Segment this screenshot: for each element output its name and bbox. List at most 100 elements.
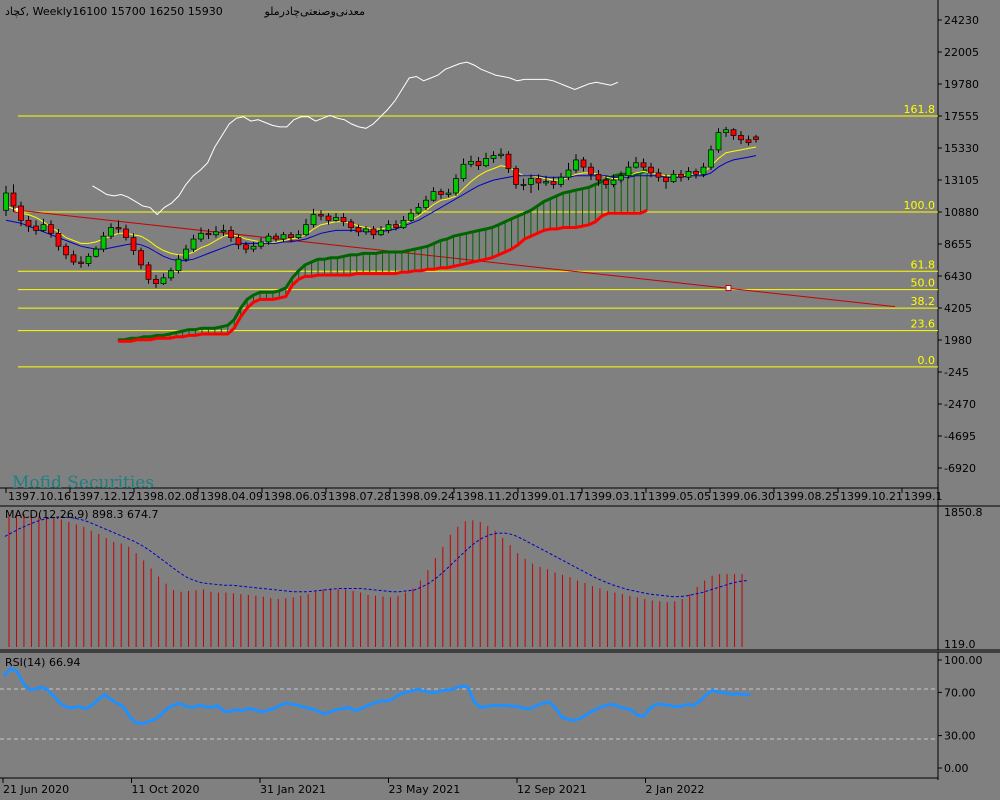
time-tick-label: 1399.01.17	[520, 490, 583, 503]
candle-body	[625, 166, 632, 177]
candle-body	[633, 162, 639, 168]
brand-watermark: Mofid Securities	[12, 473, 154, 493]
candle-body	[370, 228, 377, 236]
candle-body	[340, 217, 347, 223]
candle-body	[543, 181, 549, 184]
chikou-span	[92, 61, 619, 216]
candle-body	[310, 214, 317, 226]
header-timeframe: Weekly	[33, 5, 73, 18]
rsi-tick-label: 30.00	[944, 730, 976, 743]
candle-body	[168, 270, 174, 279]
candle-body	[205, 232, 212, 236]
candle-body	[138, 250, 144, 266]
macd-signal-line	[4, 516, 748, 598]
candle-body	[318, 214, 324, 217]
time-tick-label: 1398.09.24	[392, 490, 455, 503]
fibonacci-levels: 161.8 100.0 61.8 50.0 38.2 23.6 0.0	[18, 103, 938, 368]
header-name-fa: معدنی‌وصنعتی‌چادرملو	[263, 5, 365, 18]
candle-body	[280, 234, 287, 240]
candle-body	[295, 234, 302, 238]
fibo-level-label: 50.0	[911, 277, 936, 290]
trend-line-stroke	[17, 209, 896, 308]
senkou-span-a	[118, 168, 648, 342]
candle-body	[700, 166, 707, 175]
candle-body	[85, 255, 92, 264]
candle-body	[738, 135, 744, 141]
price-tick-label: -6920	[944, 462, 976, 475]
candle-body	[363, 228, 369, 233]
price-tick-label: 13105	[944, 174, 979, 187]
fibo-level-label: 38.2	[911, 295, 936, 308]
price-tick-label: 10880	[944, 206, 979, 219]
rsi-label: RSI(14) 66.94	[5, 656, 80, 669]
price-panel[interactable]: 161.8 100.0 61.8 50.0 38.2 23.6 0.0 24230 22005…	[0, 0, 979, 506]
time-tick-label: 1399.05.05	[648, 490, 711, 503]
candle-body	[220, 230, 227, 233]
fibo-level-label: 23.6	[911, 318, 936, 331]
candle-body	[70, 254, 77, 263]
rsi-tick-label: 70.00	[944, 686, 976, 699]
price-tick-label: -4695	[944, 430, 976, 443]
candle-body	[355, 227, 362, 233]
candle-body	[10, 192, 17, 207]
time-tick-label: 1397.12.12	[72, 490, 135, 503]
candle-body	[565, 169, 572, 178]
trend-anchor-mid	[725, 285, 732, 292]
date-tick-label: 23 May 2021	[389, 783, 461, 796]
macd-panel[interactable]: MACD(12,26,9) 898.3 674.7 1850.8 119.0	[0, 505, 1000, 651]
candles	[3, 126, 759, 288]
candle-body	[198, 232, 204, 240]
candle-body	[573, 159, 579, 171]
fibo-level-label: 61.8	[911, 258, 936, 271]
candle-body	[550, 181, 557, 185]
candle-body	[385, 224, 392, 231]
fibo-level-label: 161.8	[904, 103, 936, 116]
time-tick-label: 1398.07.28	[328, 490, 391, 503]
time-tick-label: 1398.02.08	[136, 490, 199, 503]
candle-body	[438, 191, 444, 195]
candle-body	[55, 232, 62, 247]
senkou-span-b	[118, 208, 648, 343]
rsi-line	[2, 666, 751, 726]
candle-body	[753, 136, 759, 140]
candle-body	[648, 166, 654, 174]
macd-axis-bottom: 119.0	[944, 638, 976, 651]
candle-body	[288, 234, 294, 238]
candle-body	[595, 173, 602, 181]
trend-line[interactable]	[14, 206, 896, 308]
candle-body	[265, 235, 272, 243]
candle-body	[423, 199, 429, 208]
time-tick-label: 1398.06.03	[264, 490, 327, 503]
price-tick-label: 17555	[944, 110, 979, 123]
candle-body	[333, 217, 339, 221]
candle-body	[213, 231, 219, 236]
rsi-tick-label: 100.00	[944, 654, 983, 667]
candle-body	[190, 238, 197, 250]
time-tick-label: 1398.04.09	[200, 490, 263, 503]
fibo-level-label: 0.0	[918, 354, 936, 367]
candle-body	[483, 158, 489, 167]
candle-body	[453, 178, 459, 194]
price-tick-label: -245	[944, 366, 969, 379]
candle-body	[378, 230, 384, 236]
time-axis-ticks: 1397.10.16 1397.12.12 1398.02.08 1398.04.09…	[5, 488, 943, 503]
candle-body	[18, 205, 24, 221]
date-tick-label: 12 Sep 2021	[517, 783, 587, 796]
candle-body	[303, 224, 309, 236]
candle-body	[580, 159, 587, 168]
rsi-panel[interactable]: RSI(14) 66.94 100.00 70.00 30.00 0.00 21 Ju…	[0, 651, 1000, 796]
candle-body	[663, 176, 669, 182]
candle-body	[78, 261, 84, 264]
candle-body	[558, 176, 564, 185]
candle-body	[160, 277, 167, 284]
candle-body	[715, 132, 722, 151]
candle-body	[130, 237, 137, 251]
rsi-tick-label: 0.00	[944, 762, 969, 775]
header-ohlc: 16100 15700 16250 15930	[72, 5, 222, 18]
candle-body	[25, 219, 32, 227]
candle-body	[513, 168, 519, 185]
candle-body	[250, 245, 257, 250]
candle-body	[535, 178, 542, 184]
candle-body	[348, 221, 354, 228]
